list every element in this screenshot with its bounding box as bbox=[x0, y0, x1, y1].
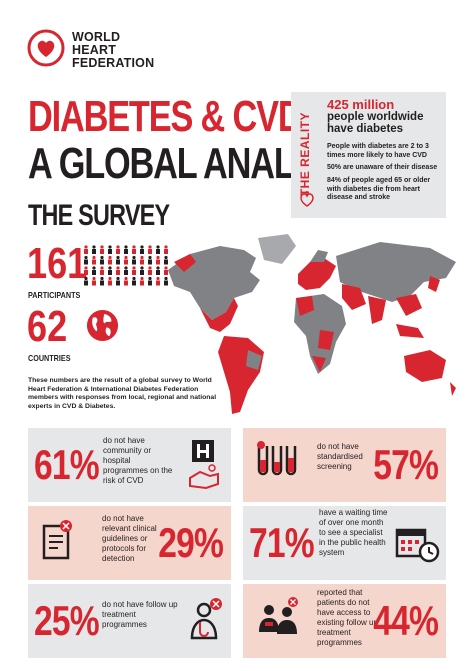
stat-percent: 57% bbox=[373, 441, 439, 488]
map-south-america bbox=[218, 336, 264, 414]
stat-percent: 71% bbox=[249, 519, 315, 566]
participants-label: PARTICIPANTS bbox=[28, 290, 81, 300]
stat-card-access: reported that patients do not have acces… bbox=[243, 584, 446, 658]
countries-count: 62 bbox=[27, 302, 68, 351]
survey-description: These numbers are the result of a global… bbox=[28, 377, 217, 410]
stat-card-guidelines: do not have relevant clinical guidelines… bbox=[28, 506, 231, 580]
stat-card-screening: do not have standardised screening 57% bbox=[243, 428, 446, 502]
stat-percent: 29% bbox=[158, 519, 224, 566]
participants-people-icon bbox=[84, 245, 168, 286]
brand-line1: WORLD bbox=[72, 30, 121, 44]
document-icon bbox=[42, 520, 72, 560]
brand-line2: HEART bbox=[72, 43, 117, 57]
map-europe bbox=[298, 250, 336, 290]
countries-label: COUNTRIES bbox=[28, 353, 71, 363]
reality-panel bbox=[291, 92, 446, 218]
map-oceania bbox=[404, 350, 456, 396]
reality-fact-3: 84% of people aged 65 or older with diab… bbox=[327, 177, 431, 201]
stat-text: do not have standardised screening bbox=[317, 442, 363, 471]
reality-label: THE REALITY bbox=[298, 112, 312, 197]
map-greenland bbox=[258, 234, 296, 264]
reality-headline-number: 425 million bbox=[327, 97, 395, 112]
stat-text: have a waiting time of over one month to… bbox=[319, 508, 388, 557]
page-title-line1: DIABETES & CVD bbox=[28, 92, 303, 141]
doctor-icon bbox=[190, 598, 222, 640]
calendar-clock-icon bbox=[395, 528, 440, 563]
map-north-america bbox=[168, 246, 260, 332]
federation-heart-logo-icon bbox=[27, 29, 65, 67]
globe-icon bbox=[86, 309, 119, 342]
participants-count: 161 bbox=[27, 239, 88, 288]
stat-text: do not have follow up treatment programm… bbox=[102, 600, 178, 629]
stat-percent: 44% bbox=[373, 597, 439, 644]
map-africa bbox=[294, 294, 346, 374]
test-tubes-icon bbox=[257, 441, 297, 476]
brand-line3: FEDERATION bbox=[72, 56, 155, 70]
stat-text: do not have community or hospital progra… bbox=[103, 436, 173, 485]
reality-headline-text: people worldwide have diabetes bbox=[327, 111, 424, 135]
stat-percent: 61% bbox=[34, 441, 100, 488]
stat-text: reported that patients do not have acces… bbox=[317, 588, 378, 647]
stat-text: do not have relevant clinical guidelines… bbox=[102, 514, 157, 563]
heart-organ-icon bbox=[300, 191, 314, 207]
reality-fact-2: 50% are unaware of their disease bbox=[327, 164, 438, 171]
stat-card-community-programmes: 61% do not have community or hospital pr… bbox=[28, 428, 231, 502]
patients-icon bbox=[259, 597, 298, 634]
stat-percent: 25% bbox=[34, 597, 100, 644]
section-title-survey: THE SURVEY bbox=[28, 199, 170, 232]
brand-name: WORLD HEART FEDERATION bbox=[72, 31, 154, 70]
reality-fact-1: People with diabetes are 2 to 3 times mo… bbox=[327, 143, 429, 159]
hospital-icon bbox=[189, 440, 219, 490]
world-map bbox=[168, 234, 456, 414]
map-asia bbox=[336, 242, 456, 338]
stat-card-waiting-time: 71% have a waiting time of over one mont… bbox=[243, 506, 446, 580]
stat-card-follow-up: 25% do not have follow up treatment prog… bbox=[28, 584, 231, 658]
